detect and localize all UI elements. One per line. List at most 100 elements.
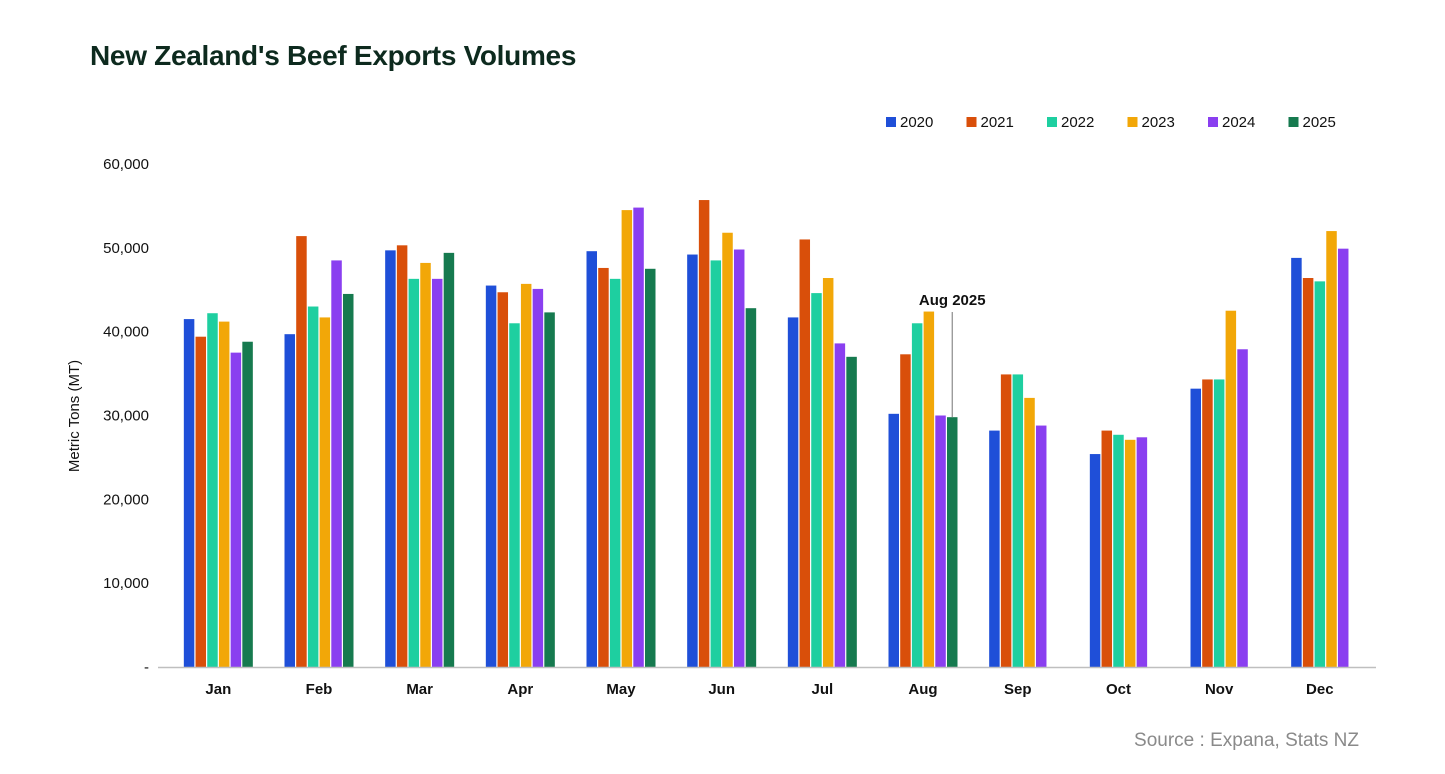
bar-2023-may [621, 210, 633, 668]
x-tick-label: Sep [1004, 681, 1032, 698]
bar-2024-jan [230, 352, 242, 668]
bar-2020-dec [1291, 257, 1302, 667]
bar-2022-oct [1113, 434, 1124, 667]
bar-2021-jan [195, 336, 207, 667]
legend-label-2021: 2021 [981, 114, 1014, 131]
bar-2023-sep [1024, 397, 1035, 667]
y-axis: - 10,000 20,000 30,000 40,000 50,000 60,000 Met… [66, 156, 149, 676]
x-tick-label: May [606, 681, 636, 698]
legend-label-2025: 2025 [1303, 114, 1336, 131]
bar-2024-apr [532, 288, 544, 667]
bar-2022-jan [207, 313, 218, 667]
bar-2024-mar [431, 278, 443, 667]
bar-2020-jun [687, 254, 698, 668]
bar-2023-jun [722, 232, 733, 668]
bar-2022-jul [811, 293, 822, 667]
bar-2022-dec [1314, 281, 1326, 667]
bar-2025-feb [343, 293, 354, 667]
x-tick-label: Jan [205, 681, 231, 698]
bar-2022-feb [307, 306, 319, 667]
bar-2021-jul [799, 239, 811, 667]
bar-2021-mar [396, 245, 408, 667]
bar-2023-mar [420, 262, 431, 667]
bar-2022-may [609, 278, 621, 667]
bar-2020-jul [787, 317, 799, 667]
bar-2020-jan [183, 319, 195, 667]
bar-2020-nov [1190, 388, 1201, 667]
legend-swatch-2020 [886, 117, 896, 127]
bar-2025-jul [846, 356, 857, 667]
bar-2024-nov [1237, 349, 1248, 667]
legend-label-2020: 2020 [900, 114, 933, 131]
bar-2020-mar [385, 250, 396, 667]
bar-2023-jan [218, 321, 230, 667]
bar-2025-jun [745, 308, 757, 667]
x-axis: Jan Feb Mar Apr May Jun Jul Aug Sep Oct Nov Dec [158, 666, 1376, 698]
bar-2021-dec [1302, 278, 1314, 667]
bar-2022-aug [911, 323, 923, 667]
bar-2023-dec [1326, 231, 1337, 667]
bar-2022-nov [1213, 379, 1225, 667]
bar-2025-mar [443, 252, 455, 668]
legend-label-2024: 2024 [1222, 114, 1255, 131]
y-tick-label: 60,000 [103, 156, 149, 173]
bar-2022-mar [408, 278, 420, 667]
bar-2020-aug [888, 413, 899, 667]
bar-2024-sep [1035, 425, 1047, 667]
chart-title: New Zealand's Beef Exports Volumes [90, 40, 577, 71]
legend-swatch-2022 [1047, 117, 1057, 127]
bar-2023-oct [1124, 439, 1136, 667]
bar-2021-nov [1202, 379, 1213, 667]
legend-label-2023: 2023 [1142, 114, 1175, 131]
legend-swatch-2025 [1288, 117, 1299, 127]
bar-2021-apr [497, 292, 509, 667]
bar-2025-jan [242, 341, 253, 667]
x-tick-label: Dec [1306, 681, 1334, 698]
x-tick-label: Jun [708, 681, 735, 698]
legend-swatch-2023 [1127, 117, 1138, 127]
bar-2024-jul [834, 343, 846, 667]
bar-2021-may [598, 267, 609, 667]
bar-2025-may [645, 268, 656, 667]
x-tick-label: Nov [1205, 681, 1234, 698]
y-tick-label: 30,000 [103, 408, 149, 425]
legend-label-2022: 2022 [1061, 114, 1094, 131]
bar-2020-may [586, 251, 597, 667]
y-axis-label: Metric Tons (MT) [66, 360, 83, 472]
bar-2021-sep [1000, 374, 1012, 667]
annotation: Aug 2025 [919, 292, 986, 418]
y-tick-label: 40,000 [103, 324, 149, 341]
x-tick-label: Oct [1106, 681, 1131, 698]
source-note: Source : Expana, Stats NZ [1134, 730, 1359, 751]
y-tick-label: 50,000 [103, 240, 149, 257]
bar-2020-oct [1089, 454, 1101, 667]
x-tick-label: Mar [406, 681, 433, 698]
x-tick-label: Aug [908, 681, 937, 698]
y-tick-label: 10,000 [103, 575, 149, 592]
y-tick-label: - [144, 659, 149, 676]
bar-2020-sep [989, 430, 1000, 667]
bar-2023-feb [319, 317, 331, 667]
bar-2023-nov [1225, 310, 1237, 667]
x-tick-label: Feb [306, 681, 333, 698]
bar-2021-oct [1101, 430, 1113, 667]
bar-2023-apr [520, 283, 532, 667]
bar-2020-apr [485, 285, 497, 667]
x-tick-label: Apr [507, 681, 533, 698]
x-tick-label: Jul [811, 681, 833, 698]
bar-2023-jul [822, 278, 834, 667]
bar-2022-sep [1012, 374, 1024, 667]
bar-2024-dec [1337, 248, 1349, 668]
legend-swatch-2021 [966, 117, 977, 127]
bar-2024-aug [935, 415, 946, 667]
bar-2021-feb [296, 236, 307, 667]
bars [183, 200, 1349, 668]
bar-2021-aug [900, 354, 911, 667]
bar-2025-aug [947, 417, 958, 667]
bar-2021-jun [698, 200, 710, 668]
bar-2020-feb [284, 334, 295, 667]
annotation-label: Aug 2025 [919, 292, 986, 309]
bar-2024-oct [1136, 437, 1148, 667]
bar-2024-feb [331, 260, 342, 667]
y-tick-label: 20,000 [103, 491, 149, 508]
